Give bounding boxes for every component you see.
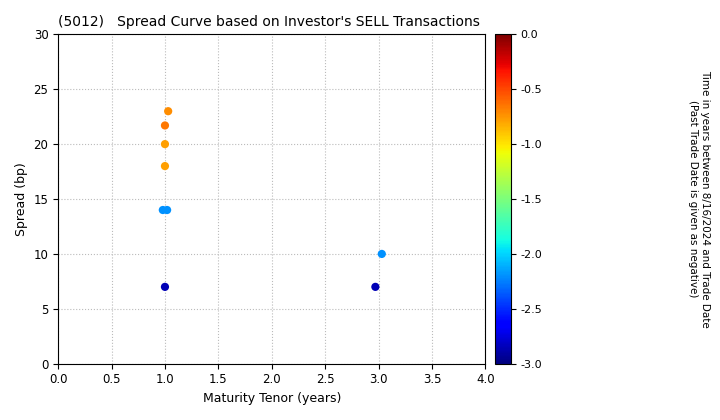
Point [159,122,171,129]
X-axis label: Maturity Tenor (years): Maturity Tenor (years) [202,392,341,405]
Y-axis label: Time in years between 8/16/2024 and Trade Date
(Past Trade Date is given as nega: Time in years between 8/16/2024 and Trad… [688,70,710,328]
Point [161,207,173,213]
Y-axis label: Spread (bp): Spread (bp) [15,162,28,236]
Point [159,284,171,290]
Point [159,141,171,147]
Point [159,163,171,169]
Point [163,108,174,115]
Point [157,207,168,213]
Point [369,284,381,290]
Point [376,251,387,257]
Text: (5012)   Spread Curve based on Investor's SELL Transactions: (5012) Spread Curve based on Investor's … [58,15,480,29]
